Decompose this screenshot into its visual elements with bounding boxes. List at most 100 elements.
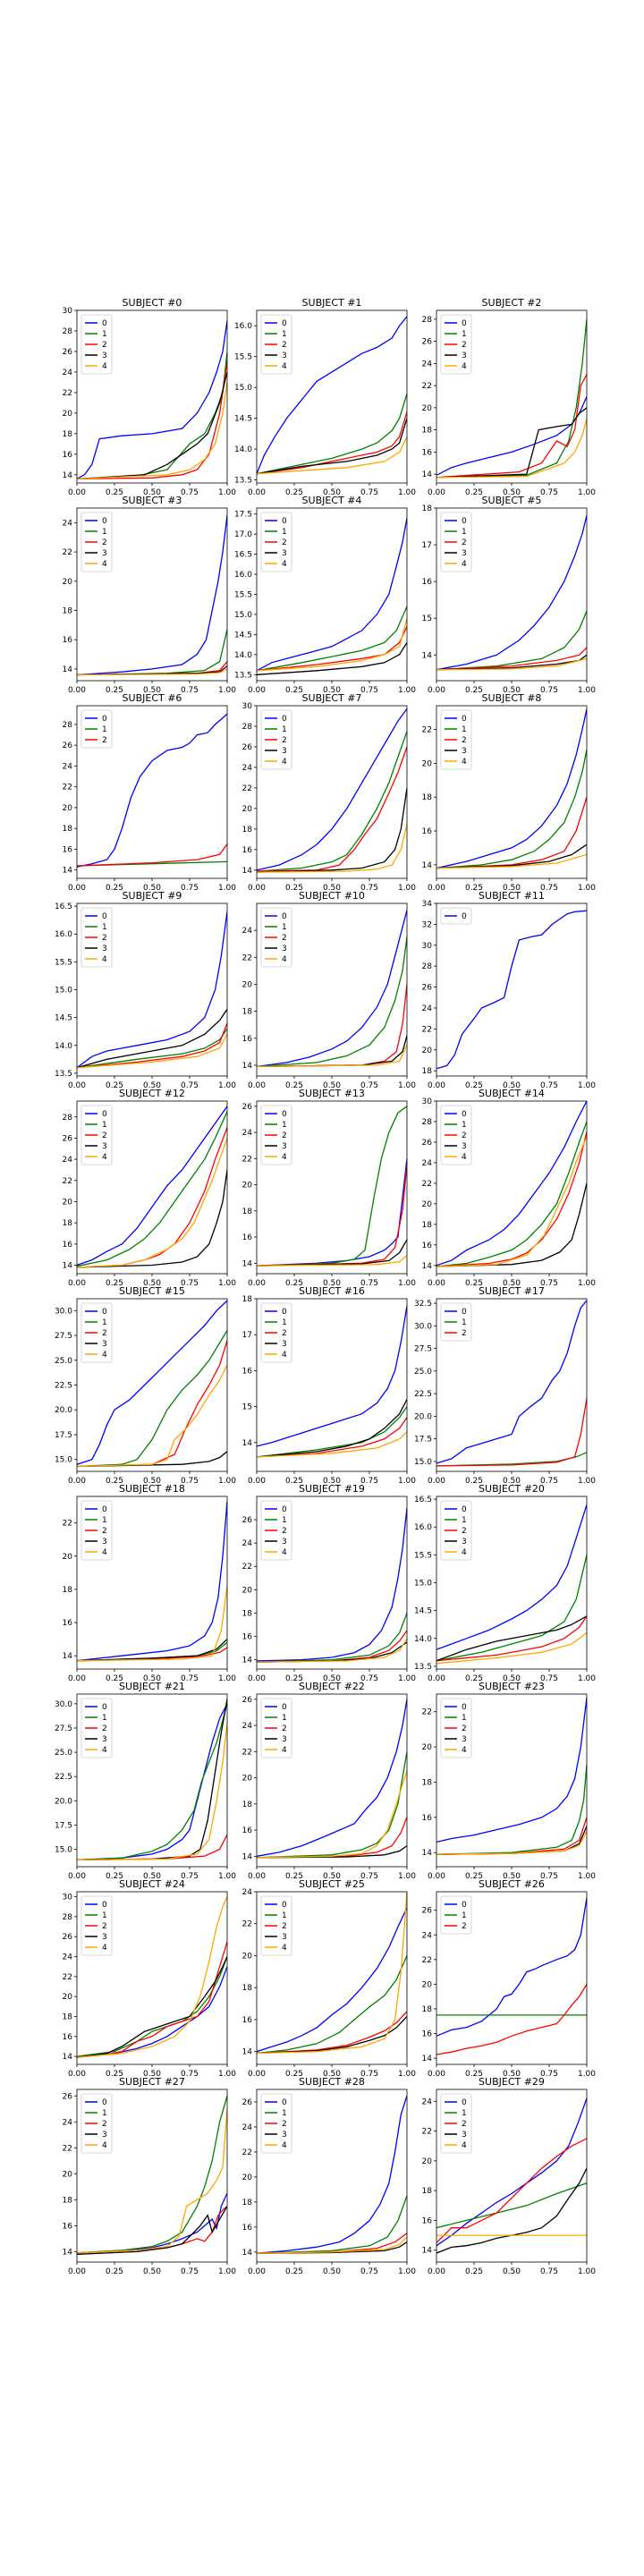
x-tick-label: 0.00 bbox=[248, 1081, 266, 1090]
subplot-title: SUBJECT #4 bbox=[302, 495, 362, 506]
series-line-0 bbox=[77, 2192, 227, 2254]
series-line-0 bbox=[436, 910, 587, 1070]
y-tick-label: 22 bbox=[242, 1563, 252, 1572]
subplot-title: SUBJECT #15 bbox=[119, 1285, 185, 1297]
legend-label-0: 0 bbox=[282, 2098, 287, 2107]
legend-label-4: 4 bbox=[282, 2141, 287, 2150]
subplot-title: SUBJECT #24 bbox=[119, 1878, 185, 1890]
y-tick-label: 20 bbox=[422, 759, 433, 768]
x-tick-label: 1.00 bbox=[218, 2267, 236, 2276]
x-tick-label: 1.00 bbox=[398, 1477, 416, 1486]
x-tick-label: 0.00 bbox=[248, 1477, 266, 1486]
x-tick-label: 1.00 bbox=[578, 1081, 596, 1090]
y-tick-label: 27.5 bbox=[55, 1724, 72, 1733]
series-line-0 bbox=[257, 1507, 407, 1662]
x-tick-label: 1.00 bbox=[218, 1872, 236, 1881]
series-line-3 bbox=[436, 407, 587, 479]
subplot-9: SUBJECT #9 13.5 14.0 14.5 15.0 15.5 16.0 16.5 0.… bbox=[55, 890, 236, 1090]
y-tick-label: 22 bbox=[242, 784, 252, 793]
series-line-2 bbox=[436, 797, 587, 869]
y-tick-label: 18 bbox=[422, 1221, 433, 1230]
y-tick-label: 17 bbox=[422, 541, 432, 550]
y-tick-label: 14 bbox=[422, 470, 433, 479]
y-tick-label: 24 bbox=[422, 1931, 433, 1940]
legend-label-0: 0 bbox=[282, 715, 287, 724]
x-tick-label: 0.00 bbox=[68, 1477, 86, 1486]
series-line-1 bbox=[257, 1406, 407, 1458]
y-tick-label: 20 bbox=[242, 1182, 253, 1191]
series-line-3 bbox=[257, 642, 407, 675]
y-tick-label: 14 bbox=[242, 1259, 253, 1268]
y-tick-label: 16.0 bbox=[55, 930, 72, 939]
legend-label-1: 1 bbox=[282, 1318, 287, 1327]
x-tick-label: 1.00 bbox=[578, 1872, 596, 1881]
legend-label-3: 3 bbox=[462, 1142, 467, 1151]
y-tick-label: 14 bbox=[63, 1652, 73, 1661]
y-tick-label: 20 bbox=[63, 1553, 73, 1562]
series-line-0 bbox=[257, 1158, 407, 1267]
y-tick-label: 20 bbox=[242, 1952, 253, 1961]
y-tick-label: 16 bbox=[242, 1826, 253, 1835]
legend-label-1: 1 bbox=[282, 2109, 287, 2118]
legend-label-3: 3 bbox=[102, 945, 107, 953]
legend-label-4: 4 bbox=[282, 1746, 287, 1755]
y-tick-label: 15.5 bbox=[234, 353, 252, 362]
legend-label-0: 0 bbox=[102, 1901, 107, 1910]
y-tick-label: 20 bbox=[63, 410, 73, 419]
legend-label-0: 0 bbox=[462, 517, 467, 526]
x-tick-label: 1.00 bbox=[398, 1279, 416, 1288]
x-tick-label: 0.50 bbox=[323, 1081, 341, 1090]
x-tick-label: 1.00 bbox=[218, 1081, 236, 1090]
y-tick-label: 34 bbox=[422, 900, 433, 909]
x-tick-label: 1.00 bbox=[398, 1674, 416, 1683]
x-tick-label: 0.25 bbox=[465, 1279, 483, 1288]
x-tick-label: 0.50 bbox=[323, 1872, 341, 1881]
y-tick-label: 16 bbox=[422, 448, 433, 457]
series-line-3 bbox=[77, 1169, 227, 1268]
legend-label-4: 4 bbox=[462, 560, 467, 569]
legend-label-1: 1 bbox=[282, 330, 287, 339]
series-line-0 bbox=[77, 320, 227, 479]
series-line-4 bbox=[77, 382, 227, 480]
legend-label-1: 1 bbox=[462, 2109, 467, 2118]
series-line-2 bbox=[436, 374, 587, 479]
legend-label-2: 2 bbox=[462, 1329, 467, 1338]
y-tick-label: 22 bbox=[63, 2144, 72, 2153]
legend-label-1: 1 bbox=[282, 1714, 287, 1723]
series-line-2 bbox=[77, 1022, 227, 1069]
y-tick-label: 20 bbox=[242, 980, 253, 989]
y-tick-label: 15.0 bbox=[234, 384, 252, 393]
x-tick-label: 0.75 bbox=[360, 1081, 378, 1090]
y-tick-label: 16 bbox=[242, 1233, 253, 1242]
y-tick-label: 20 bbox=[63, 804, 73, 813]
subplot-title: SUBJECT #6 bbox=[123, 692, 182, 704]
legend-label-1: 1 bbox=[462, 330, 467, 339]
y-tick-label: 17 bbox=[242, 1331, 252, 1340]
y-tick-label: 20 bbox=[422, 2157, 433, 2166]
legend-label-2: 2 bbox=[462, 1922, 467, 1931]
series-line-4 bbox=[436, 1631, 587, 1665]
y-tick-label: 28 bbox=[422, 316, 433, 325]
plot-frame bbox=[436, 902, 588, 1077]
subplot-title: SUBJECT #1 bbox=[302, 297, 362, 309]
y-tick-label: 16 bbox=[242, 2224, 253, 2233]
series-line-0 bbox=[77, 713, 227, 868]
x-tick-label: 1.00 bbox=[398, 884, 416, 893]
y-tick-label: 28 bbox=[242, 723, 253, 732]
y-tick-label: 18 bbox=[242, 1984, 253, 1993]
series-line-2 bbox=[436, 1615, 587, 1662]
y-tick-label: 24 bbox=[63, 2118, 73, 2127]
y-tick-label: 18 bbox=[242, 1801, 253, 1809]
legend-label-0: 0 bbox=[282, 1110, 287, 1119]
y-tick-label: 18 bbox=[242, 1295, 253, 1304]
series-line-1 bbox=[436, 750, 587, 869]
x-tick-label: 0.50 bbox=[503, 1279, 521, 1288]
y-tick-label: 26 bbox=[242, 743, 253, 752]
x-tick-label: 0.00 bbox=[428, 1279, 445, 1288]
x-tick-label: 0.00 bbox=[68, 1674, 86, 1683]
x-tick-label: 0.25 bbox=[106, 686, 123, 695]
